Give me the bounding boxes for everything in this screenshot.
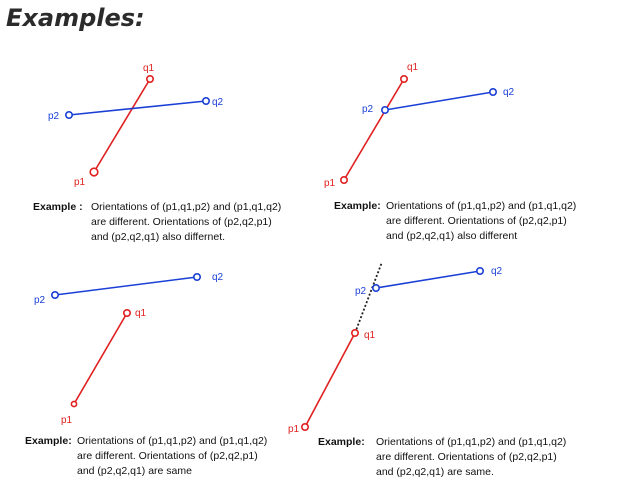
caption-lead: Example:: [318, 436, 365, 448]
caption-line: and (p2,q2,q1) are same: [77, 465, 192, 477]
point-q1: [123, 308, 132, 317]
caption-line: and (p2,q2,q1) also differnet.: [91, 231, 226, 243]
point-q2: [488, 88, 497, 97]
caption-line: and (p2,q2,q1) are same.: [376, 466, 494, 478]
caption-line: Orientations of (p1,q1,p2) and (p1,q1,q2…: [77, 435, 268, 447]
label-p1: p1: [74, 177, 86, 188]
point-q1: [399, 75, 408, 84]
label-q2: q2: [503, 87, 515, 98]
point-q1: [350, 328, 359, 337]
label-p2: p2: [48, 111, 60, 122]
point-p1: [70, 400, 78, 408]
point-p1: [339, 176, 348, 185]
panel-4-diagram: p1 q1 p2 q2: [288, 261, 503, 435]
point-p2: [380, 106, 389, 115]
label-q2: q2: [212, 97, 224, 108]
label-p1: p1: [324, 178, 336, 189]
caption-lead: Example:: [25, 435, 72, 447]
label-p1: p1: [288, 424, 300, 435]
label-q1: q1: [407, 62, 419, 73]
caption-line: Orientations of (p1,q1,p2) and (p1,q1,q2…: [376, 436, 567, 448]
collinear-extension-guide: [354, 261, 383, 334]
segment-p2-q2: [54, 276, 198, 296]
point-p1: [300, 422, 309, 431]
label-p2: p2: [362, 104, 374, 115]
point-p2: [50, 290, 59, 299]
panel-2-diagram: p1 q1 p2 q2: [324, 62, 515, 189]
label-q1: q1: [135, 308, 147, 319]
caption-line: are different. Orientations of (p2,q2,p1…: [91, 216, 272, 228]
caption-body: Orientations of (p1,q1,p2) and (p1,q1,q2…: [91, 200, 281, 245]
label-q2: q2: [212, 272, 224, 283]
label-p2: p2: [34, 295, 46, 306]
segment-p1-q1: [304, 332, 356, 428]
segment-p1-q1: [93, 78, 151, 173]
panel-3-diagram: p1 q1 p2 q2: [34, 272, 224, 426]
segment-p1-q1: [343, 78, 405, 181]
caption-line: are different. Orientations of (p2,q2,p1…: [77, 450, 258, 462]
label-q1: q1: [143, 63, 155, 74]
point-p2: [65, 111, 74, 120]
point-q2: [202, 97, 211, 106]
page-title: Examples:: [6, 4, 145, 32]
point-p2: [371, 283, 380, 292]
panel-1-diagram: p1 q1 p2 q2: [48, 63, 224, 188]
caption-line: Orientations of (p1,q1,p2) and (p1,q1,q2…: [386, 200, 577, 212]
label-q2: q2: [491, 266, 503, 277]
segment-p2-q2: [384, 91, 494, 111]
point-q2: [475, 266, 484, 275]
label-q1: q1: [364, 330, 376, 341]
segment-p2-q2: [375, 270, 481, 289]
point-q1: [146, 75, 155, 84]
label-p1: p1: [61, 415, 73, 426]
segment-p1-q1: [73, 312, 128, 405]
caption-lead: Example :: [33, 201, 83, 213]
caption-line: Orientations of (p1,q1,p2) and (p1,q1,q2…: [91, 201, 282, 213]
label-p2: p2: [355, 286, 367, 297]
caption-body: Orientations of (p1,q1,p2) and (p1,q1,q2…: [376, 435, 566, 480]
caption-body: Orientations of (p1,q1,p2) and (p1,q1,q2…: [386, 199, 576, 244]
caption-line: are different. Orientations of (p2,q2,p1…: [376, 451, 557, 463]
caption-line: and (p2,q2,q1) also different: [386, 230, 518, 242]
caption-line: are different. Orientations of (p2,q2,p1…: [386, 215, 567, 227]
segment-p2-q2: [68, 100, 207, 116]
point-p1: [89, 167, 99, 177]
point-q2: [193, 272, 202, 281]
caption-body: Orientations of (p1,q1,p2) and (p1,q1,q2…: [77, 434, 267, 479]
caption-lead: Example:: [334, 200, 381, 212]
